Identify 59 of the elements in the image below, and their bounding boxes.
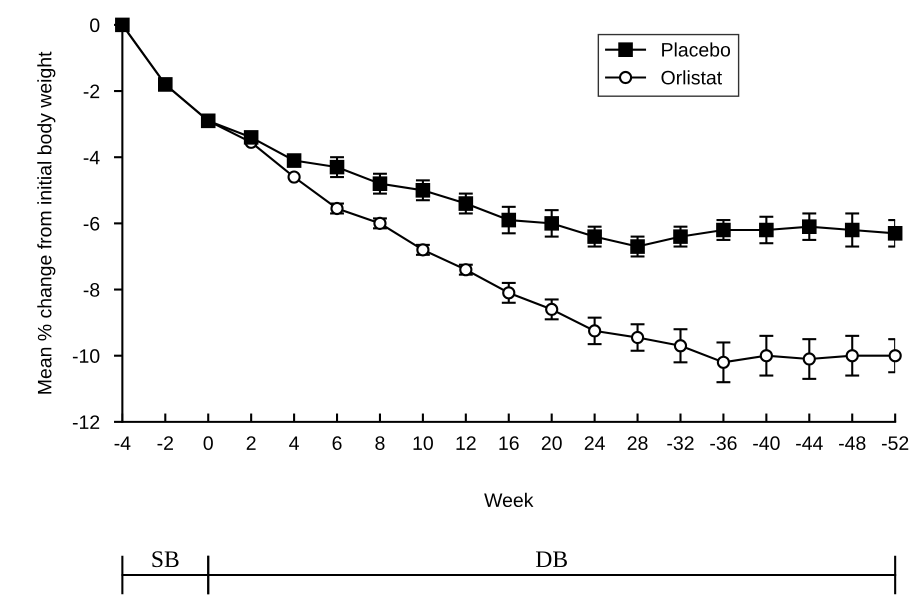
point [630, 330, 644, 344]
point [501, 212, 516, 228]
x-tick-label: -32 [667, 436, 694, 450]
y-tick-label: -2 [84, 84, 100, 98]
point [846, 349, 859, 362]
x-tick-label: -52 [882, 436, 908, 450]
x-tick-label: -48 [839, 436, 866, 450]
text: SB [152, 551, 179, 568]
y-axis-title: Mean % change from initial body weight [37, 52, 56, 394]
x-tick-label: 10 [414, 436, 433, 450]
y-tick-label: 0 [90, 18, 100, 32]
x-tick-label: 28 [628, 436, 648, 450]
point [372, 176, 388, 191]
x-tick-label: 12 [456, 436, 476, 450]
point [802, 352, 816, 366]
x-tick-label: 2 [246, 436, 256, 450]
point [545, 302, 558, 316]
x-tick-label: 24 [584, 436, 605, 450]
x-tick-label: 4 [289, 436, 299, 450]
x-axis-title: Week [484, 492, 534, 508]
y-tick-label: -8 [84, 283, 100, 297]
y-tick-label: -10 [72, 349, 100, 363]
x-tick-label: 0 [204, 436, 213, 450]
x-tick-label: -44 [796, 436, 823, 450]
x-tick-label: -2 [158, 436, 173, 450]
y-tick-label: -6 [84, 216, 100, 231]
legend-label: Placebo [662, 42, 730, 57]
point [588, 324, 602, 338]
point [760, 349, 773, 362]
x-tick-label: 6 [332, 436, 342, 450]
point [802, 219, 817, 234]
point [244, 130, 258, 145]
point [416, 183, 430, 198]
y-tick-label: -4 [84, 150, 100, 164]
point [287, 170, 301, 184]
point [673, 229, 688, 244]
point [630, 239, 645, 254]
x-tick-label: -36 [710, 436, 737, 450]
point [844, 222, 860, 238]
point [544, 216, 559, 231]
point [716, 356, 730, 369]
legend-label: Orlistat [661, 70, 722, 85]
y-tick-label: -12 [72, 415, 100, 429]
x-tick-label: 16 [499, 436, 519, 450]
x-tick-label: -4 [114, 436, 130, 450]
x-tick-label: 20 [542, 436, 562, 450]
point [330, 160, 344, 174]
point [286, 153, 302, 168]
point [759, 222, 774, 238]
text: DB [536, 551, 567, 568]
x-tick-label: -40 [753, 436, 780, 450]
point [674, 339, 688, 352]
point [458, 196, 474, 211]
x-tick-label: 8 [375, 436, 385, 450]
point [888, 226, 902, 241]
point [587, 229, 602, 244]
point [888, 349, 902, 362]
point [716, 222, 731, 238]
point [502, 286, 516, 300]
